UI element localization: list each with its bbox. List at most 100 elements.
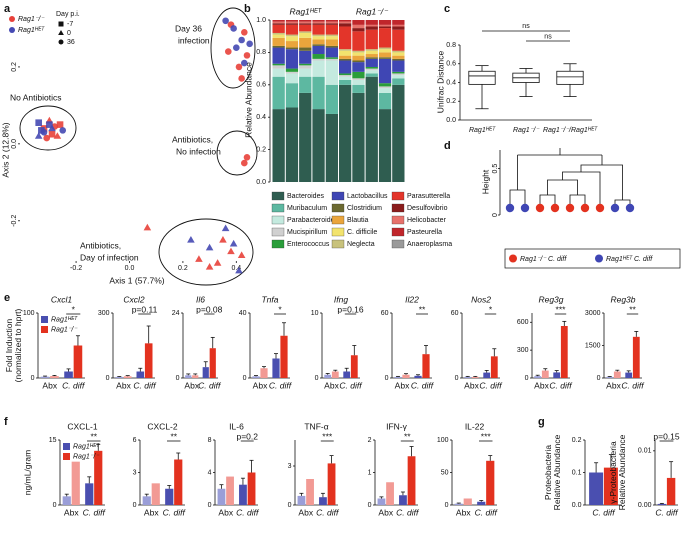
bar-segment (285, 34, 299, 37)
legend-swatch (271, 203, 285, 213)
p-value: ** (170, 431, 177, 441)
point (40, 129, 48, 136)
bar-segment (365, 58, 378, 67)
legend-label: Rag1⁻/⁻ (73, 453, 100, 460)
annotation: ns (522, 23, 530, 30)
bar-segment (378, 57, 392, 59)
point (56, 121, 64, 128)
bar (386, 482, 394, 505)
bar-segment (392, 20, 405, 25)
bar-segment (312, 58, 325, 61)
bar-segment (339, 79, 352, 85)
chart-title: Ifng (334, 294, 348, 304)
p-value: ** (90, 431, 97, 441)
bar (589, 472, 604, 505)
bar-segment (285, 36, 299, 42)
legend-swatch (331, 215, 345, 225)
point (246, 40, 253, 48)
y-tick-label: 0 (176, 375, 180, 382)
bar-segment (392, 52, 405, 56)
y-tick-label: 0.6 (256, 82, 266, 89)
bar-segment (325, 58, 338, 61)
leaf (535, 203, 545, 213)
panel-letter: f (4, 416, 8, 428)
y-tick-label: 1 (368, 469, 372, 476)
y-tick-label: 0.8 (256, 49, 266, 56)
legend-label: Neglecta (347, 241, 375, 248)
bar-segment (285, 83, 299, 108)
bar-segment (272, 21, 285, 24)
bar (553, 372, 561, 378)
y-axis-label: ng/mL/gram (22, 450, 32, 495)
y-tick-label: 0.8 (446, 42, 456, 49)
bar-segment (285, 20, 299, 22)
bar-segment (325, 20, 338, 22)
bar (394, 376, 402, 378)
bar-segment (325, 36, 338, 40)
legend-label: Clostridium (347, 205, 382, 212)
bar-segment (325, 21, 338, 24)
bar (94, 450, 103, 505)
y-tick-label: 0 (455, 375, 459, 382)
bar (319, 497, 327, 505)
chart-title: Cxcl2 (123, 294, 145, 304)
y-axis-label: Relative Abundance (617, 434, 627, 510)
bar-segment (299, 63, 312, 66)
bar (414, 375, 422, 378)
legend-swatch (331, 191, 345, 201)
legend-swatch (391, 191, 405, 201)
y-axis-label: Relative Abundance (243, 62, 253, 138)
panel-letter: d (444, 140, 451, 152)
bar (272, 358, 280, 378)
chart-title: IFN-γ (386, 421, 408, 431)
bar-segment (352, 78, 365, 80)
bar-segment (352, 71, 365, 79)
bar (209, 348, 216, 378)
bar (613, 371, 621, 378)
box (468, 70, 496, 85)
bar (534, 376, 542, 378)
bar-segment (325, 39, 338, 46)
point (222, 17, 229, 25)
chart-title: Reg3g (538, 294, 563, 304)
legend-swatch (391, 203, 405, 213)
point (187, 236, 195, 243)
legend-swatch (391, 215, 405, 225)
bar-segment (272, 47, 285, 64)
point (221, 224, 230, 232)
bar-segment (285, 24, 299, 35)
x-tick-label: Abx (116, 380, 131, 390)
legend-label: Bacteroides (287, 193, 324, 200)
y-tick-label: 0 (315, 375, 319, 382)
bar-segment (312, 60, 325, 77)
bar (202, 367, 209, 378)
point (237, 251, 246, 259)
bar-segment (325, 57, 338, 59)
p-value: *** (481, 431, 492, 441)
chart-title: IL-6 (229, 421, 244, 431)
bar-segment (352, 79, 365, 85)
y-tick-label: 0 (53, 502, 57, 509)
bar-segment (285, 71, 299, 74)
point (233, 44, 240, 51)
bar (541, 370, 549, 378)
x-tick-label: C. diff (655, 507, 679, 517)
y-tick-label: 0 (525, 375, 529, 382)
point (59, 127, 67, 134)
bar-segment (392, 84, 405, 182)
bar (603, 467, 618, 505)
bar-segment (272, 68, 285, 77)
bar-segment (392, 60, 405, 72)
legend-label: Mucispirillum (287, 229, 328, 236)
bar (350, 355, 358, 378)
p-value: ** (404, 431, 411, 441)
bar (260, 368, 268, 378)
chart-title: CXCL-2 (147, 421, 178, 431)
bar-segment (339, 21, 352, 24)
bar (174, 459, 183, 505)
bar-segment (312, 36, 325, 40)
bar-segment (312, 54, 325, 59)
chart-title: Reg3b (610, 294, 635, 304)
bar-segment (272, 20, 285, 22)
x-tick-label: Abx (395, 380, 410, 390)
